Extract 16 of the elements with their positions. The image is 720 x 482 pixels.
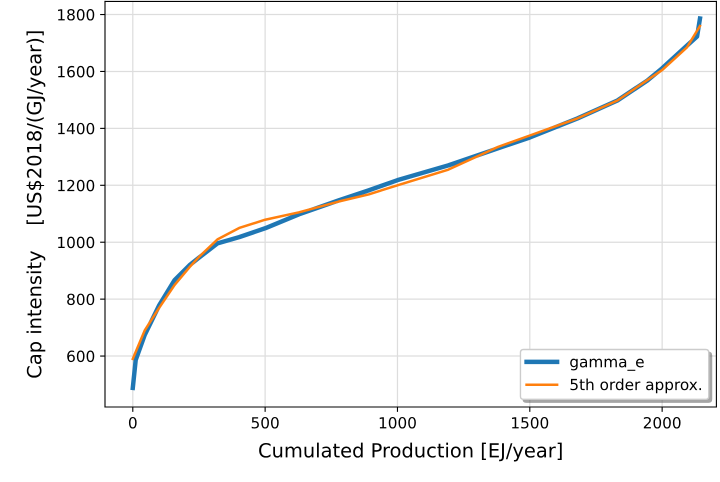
x-axis-title: Cumulated Production [EJ/year] <box>259 442 562 462</box>
x-tick-label: 0 <box>128 416 137 429</box>
y-tick-label: 800 <box>67 294 94 306</box>
legend-label: gamma_e <box>570 358 644 371</box>
x-tick-label: 2000 <box>644 416 681 429</box>
legend-label: 5th order approx. <box>570 378 701 394</box>
y-tick-label: 1600 <box>58 66 94 78</box>
y-axis-title: Cap intensity [US$2018/(GJ/year)] <box>26 31 46 378</box>
y-tick-label: 1800 <box>58 9 94 21</box>
x-tick-label: 1500 <box>512 416 548 429</box>
x-tick-label: 1000 <box>380 416 416 429</box>
y-tick-label: 1000 <box>58 236 94 248</box>
y-tick-label: 1400 <box>58 122 94 134</box>
y-tick-label: 1200 <box>58 180 94 192</box>
x-tick-label: 500 <box>252 416 279 429</box>
y-tick-label: 600 <box>67 350 94 362</box>
